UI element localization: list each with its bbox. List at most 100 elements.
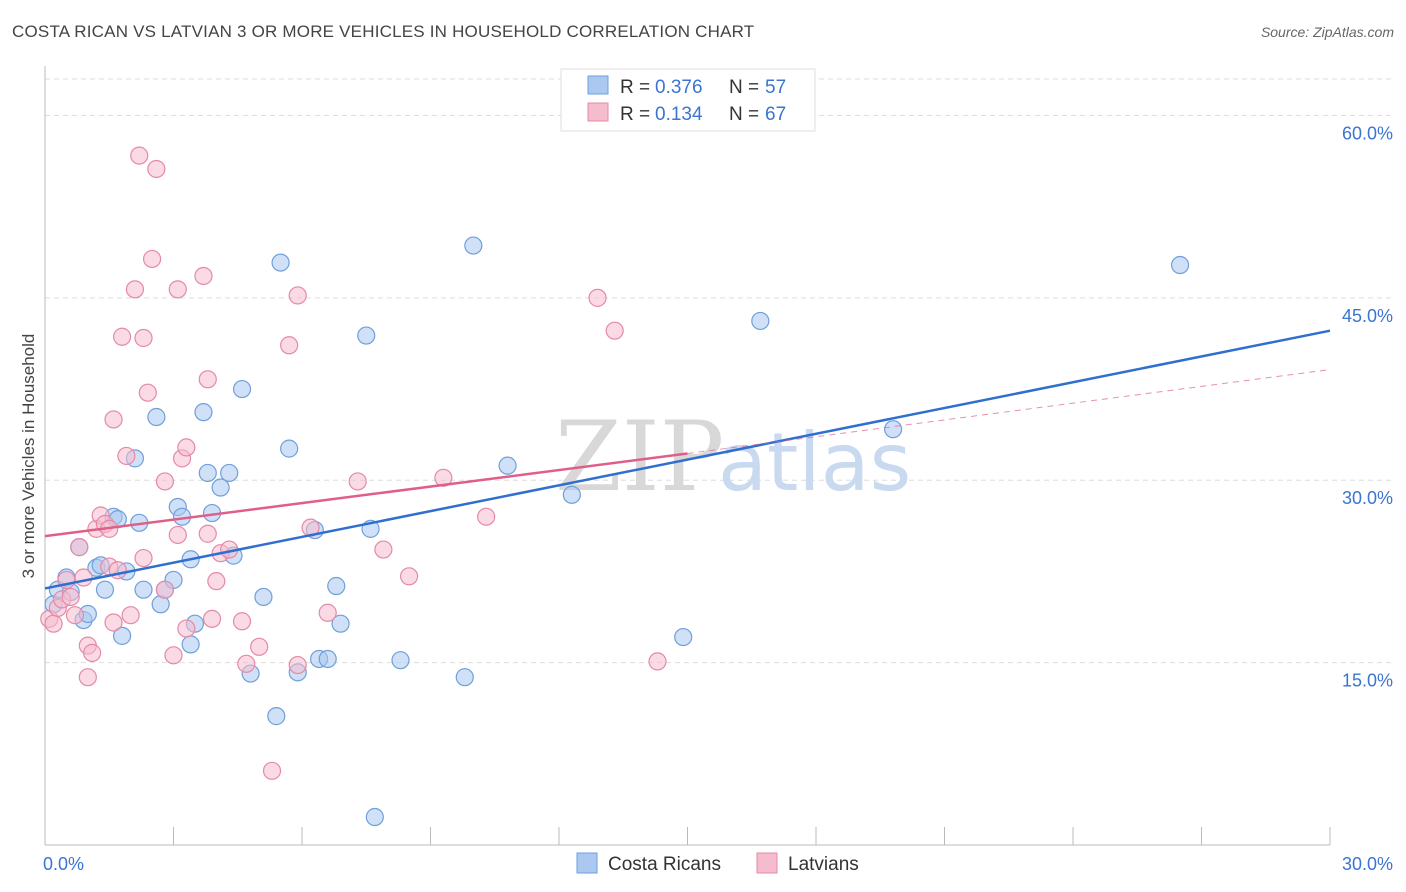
latvian-point [434, 468, 453, 487]
latvian-point [207, 572, 226, 591]
latvian-point [155, 472, 175, 491]
costa-rican-point [464, 236, 483, 255]
latvian-point [177, 438, 196, 457]
latvian-point [134, 328, 153, 348]
latvian-point [168, 525, 187, 545]
latvian-point [83, 643, 102, 662]
legend-swatch-latvians [587, 102, 609, 122]
latvian-point [130, 146, 149, 165]
latvian-point [250, 637, 269, 656]
latvian-point [112, 327, 132, 346]
latvian-point [605, 321, 624, 340]
watermark: ZIP atlas [555, 401, 911, 513]
costa-rican-point [271, 253, 290, 272]
latvian-point [61, 587, 80, 607]
costa-rican-point [318, 649, 337, 669]
latvian-point [198, 370, 217, 389]
latvian-point [168, 280, 187, 299]
costa-rican-point [562, 485, 581, 504]
bottom-legend-label: Costa Ricans [608, 854, 721, 875]
y-tick-label: 15.0% [1342, 671, 1393, 691]
costa-rican-point [365, 807, 384, 827]
data-points [40, 146, 1190, 827]
costa-rican-point [181, 635, 200, 654]
legend-n-value: 67 [765, 104, 786, 125]
y-tick-label: 60.0% [1342, 123, 1393, 143]
latvian-point [348, 472, 367, 491]
costa-rican-point [147, 407, 166, 427]
costa-rican-point [674, 627, 693, 647]
latvian-point [280, 336, 299, 355]
latvian-trend-line [44, 452, 688, 538]
latvian-point [44, 614, 63, 633]
costa-rican-point [95, 580, 115, 599]
bottom-legend-label: Latvians [788, 854, 859, 875]
chart-title: COSTA RICAN VS LATVIAN 3 OR MORE VEHICLE… [12, 22, 755, 41]
latvian-point [477, 507, 496, 526]
costa-rican-point [134, 580, 153, 599]
bottom-legend-swatch-latvians [756, 852, 778, 874]
legend-r-label: R = [620, 104, 650, 125]
latvian-point [104, 410, 123, 429]
latvian-point [74, 568, 93, 587]
latvian-point [155, 580, 175, 599]
costa-rican-point [220, 463, 239, 483]
costa-rican-trend-line [44, 329, 1331, 590]
latvian-point [78, 668, 97, 687]
costa-rican-point [498, 456, 517, 475]
gridlines [45, 78, 1392, 664]
costa-rican-point [357, 326, 376, 345]
costa-rican-point [112, 626, 132, 645]
legend-n-label: N = [729, 77, 759, 98]
y-axis-title: 3 or more Vehicles in Household [19, 334, 38, 579]
costa-rican-point [198, 463, 217, 483]
latvian-point [164, 646, 183, 665]
legend-r-label: R = [620, 77, 650, 98]
latvian-point [232, 612, 252, 631]
latvian-point [262, 761, 282, 780]
costa-rican-point [254, 587, 273, 607]
latvian-point [177, 619, 196, 638]
bottom-legend: Costa Ricans Latvians [576, 852, 859, 875]
latvian-point [318, 603, 337, 622]
latvian-point [198, 524, 217, 543]
axes [44, 66, 1331, 846]
costa-rican-point [331, 614, 350, 633]
latvian-point [65, 606, 85, 625]
costa-rican-point [391, 651, 410, 670]
legend-r-value: 0.376 [655, 77, 703, 98]
costa-rican-point [455, 668, 474, 687]
legend-box: R = 0.376 N = 57 R = 0.134 N = 67 [560, 68, 816, 132]
latvian-point [288, 655, 307, 675]
trend-lines [44, 329, 1331, 590]
y-tick-label: 45.0% [1342, 306, 1393, 326]
latvian-point [288, 286, 307, 305]
x-tick-label: 30.0% [1342, 854, 1393, 874]
x-tick-label: 0.0% [43, 854, 84, 874]
bottom-legend-swatch-costa-ricans [576, 852, 598, 874]
legend-n-label: N = [729, 104, 759, 125]
costa-rican-point [883, 420, 903, 439]
costa-rican-point [280, 439, 299, 458]
latvian-point [202, 609, 222, 628]
costa-rican-point [751, 311, 770, 331]
latvian-trend-extension [687, 369, 1331, 454]
latvian-point [237, 654, 256, 673]
latvian-point [147, 159, 166, 179]
latvian-point [70, 538, 89, 557]
costa-rican-point [267, 707, 286, 726]
latvian-point [399, 567, 419, 586]
costa-rican-point [194, 403, 213, 422]
latvian-point [138, 383, 157, 402]
y-tick-label: 30.0% [1342, 488, 1393, 508]
costa-rican-point [1170, 255, 1190, 275]
latvian-point [588, 288, 607, 307]
latvian-point [142, 249, 162, 269]
costa-rican-point [211, 478, 230, 497]
latvian-point [117, 446, 136, 466]
legend-r-value: 0.134 [655, 104, 703, 125]
costa-rican-point [327, 576, 346, 596]
latvian-point [125, 280, 145, 299]
costa-rican-point [232, 379, 252, 399]
